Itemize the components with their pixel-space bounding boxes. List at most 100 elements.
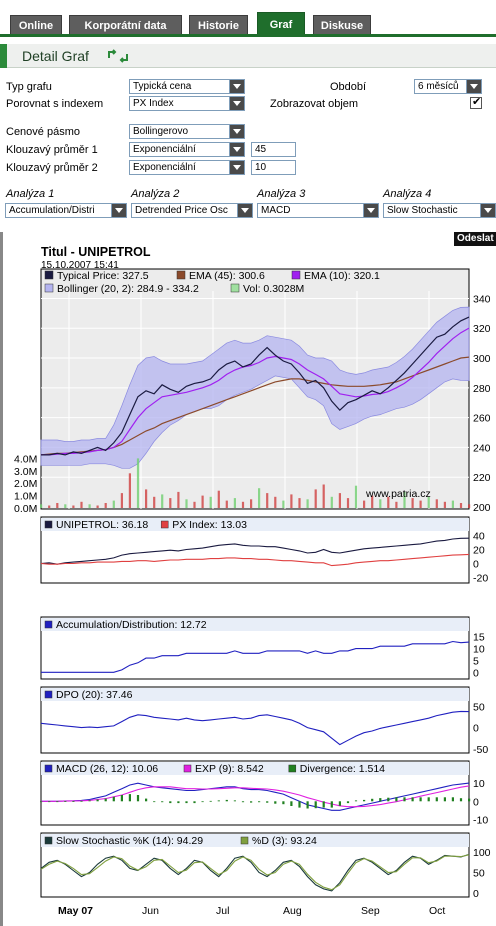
- tab-historie[interactable]: Historie: [189, 15, 248, 35]
- label-cenove-pasmo: Cenové pásmo: [6, 126, 80, 138]
- label-typ-grafu: Typ grafu: [6, 81, 52, 93]
- tab-online[interactable]: Online: [10, 15, 62, 35]
- watermark-text: www.patria.cz: [365, 488, 431, 500]
- divergence-bar: [266, 801, 269, 803]
- volume-bar: [225, 500, 228, 508]
- input-kp2-period[interactable]: 10: [251, 160, 296, 175]
- submit-button[interactable]: Odeslat: [454, 232, 496, 246]
- volume-bar: [153, 496, 156, 508]
- label-kp1: Klouzavý průměr 1: [6, 144, 98, 156]
- volume-bar: [387, 496, 390, 508]
- select-kp2[interactable]: Exponenciální: [129, 160, 245, 175]
- page-title: Detail Graf: [22, 48, 89, 64]
- y-tick-label: -10: [473, 814, 488, 826]
- y-tick-label: 240: [473, 442, 491, 454]
- divergence-bar: [72, 801, 75, 802]
- divergence-bar: [354, 800, 358, 802]
- divergence-bar: [371, 798, 374, 802]
- legend-swatch: [183, 764, 192, 773]
- select-kp1[interactable]: Exponenciální: [129, 142, 245, 157]
- select-value: MACD: [261, 205, 291, 216]
- volume-bar: [80, 501, 83, 508]
- legend-strip: [41, 518, 469, 531]
- volume-bar: [266, 493, 269, 508]
- volume-bar: [338, 493, 341, 508]
- select-analyza-4[interactable]: Slow Stochastic: [383, 203, 496, 218]
- divergence-bar: [96, 799, 99, 802]
- legend-label: Slow Stochastic %K (14): 94.29: [56, 835, 203, 847]
- select-value: Exponenciální: [133, 144, 196, 155]
- series-line: [40, 854, 470, 891]
- divergence-bar: [145, 798, 148, 802]
- legend-swatch: [176, 270, 186, 280]
- select-analyza-3[interactable]: MACD: [257, 203, 379, 218]
- volume-bar: [48, 505, 51, 508]
- divergence-bar: [282, 801, 285, 805]
- volume-bar: [88, 504, 91, 508]
- series-line: [41, 640, 470, 673]
- select-analyza-2[interactable]: Detrended Price Osc: [131, 203, 253, 218]
- select-obdobi[interactable]: 6 měsíců: [414, 79, 482, 94]
- volume-bar: [185, 499, 188, 508]
- divergence-bar: [136, 795, 140, 802]
- checkbox-zobrazovat-objem[interactable]: [470, 95, 482, 109]
- volume-bar: [363, 500, 366, 508]
- chevron-down-icon: [480, 204, 495, 217]
- volume-bar: [298, 498, 301, 508]
- volume-bar: [169, 498, 172, 508]
- label-analyza-4: Analýza 4: [383, 188, 432, 200]
- volume-bar: [274, 496, 277, 508]
- divergence-bar: [241, 801, 245, 803]
- divergence-bar: [161, 801, 164, 803]
- refresh-arrows-icon[interactable]: [107, 49, 129, 63]
- legend-swatch: [240, 836, 249, 845]
- divergence-bar: [120, 795, 123, 802]
- left-edge-bar: [0, 232, 3, 926]
- tab-korporatni-data[interactable]: Korporátní data: [69, 15, 182, 35]
- legend-label: Vol: 0.3028M: [243, 283, 304, 295]
- volume-bar: [193, 501, 196, 508]
- legend-label: Typical Price: 327.5: [57, 270, 149, 282]
- divergence-bar: [233, 800, 236, 802]
- label-zobrazovat-objem: Zobrazovat objem: [270, 98, 359, 110]
- x-tick-label: May 07: [58, 905, 93, 917]
- divergence-bar: [40, 801, 43, 803]
- select-porovnat[interactable]: PX Index: [129, 96, 245, 111]
- x-tick-label: Aug: [283, 905, 302, 917]
- divergence-bar: [443, 797, 446, 802]
- y-tick-label: 10: [473, 778, 485, 790]
- volume-bar: [161, 494, 164, 508]
- x-tick-label: Oct: [429, 905, 445, 917]
- select-analyza-1[interactable]: Accumulation/Distri: [5, 203, 127, 218]
- divergence-bar: [411, 797, 414, 802]
- divergence-bar: [88, 800, 91, 802]
- divergence-bar: [48, 801, 51, 803]
- tab-graf[interactable]: Graf: [257, 12, 305, 35]
- divergence-bar: [225, 799, 228, 802]
- legend-strip: [41, 762, 469, 775]
- y-tick-label: 220: [473, 472, 491, 484]
- tab-diskuse[interactable]: Diskuse: [313, 15, 371, 35]
- divergence-bar: [169, 801, 172, 804]
- select-typ-grafu[interactable]: Typická cena: [129, 79, 245, 94]
- volume-tick-label: 3.0M: [14, 466, 37, 478]
- divergence-bar: [290, 801, 293, 806]
- volume-bar: [354, 485, 358, 508]
- y-tick-label: 15: [473, 632, 485, 644]
- select-value: Typická cena: [133, 81, 192, 92]
- volume-bar: [209, 496, 212, 508]
- volume-bar: [233, 498, 236, 508]
- divergence-bar: [274, 801, 277, 804]
- legend-label: MACD (26, 12): 10.06: [56, 763, 158, 775]
- divergence-bar: [322, 801, 325, 808]
- input-kp1-period[interactable]: 45: [251, 142, 296, 157]
- legend-strip: [41, 618, 469, 631]
- chevron-down-icon: [229, 80, 244, 93]
- select-cenove-pasmo[interactable]: Bollingerovo: [129, 124, 245, 139]
- divergence-bar: [250, 801, 253, 803]
- divergence-bar: [64, 801, 67, 802]
- volume-bar: [136, 458, 140, 508]
- y-tick-label: 50: [473, 868, 485, 880]
- y-tick-label: 280: [473, 383, 491, 395]
- legend-swatch: [44, 620, 53, 629]
